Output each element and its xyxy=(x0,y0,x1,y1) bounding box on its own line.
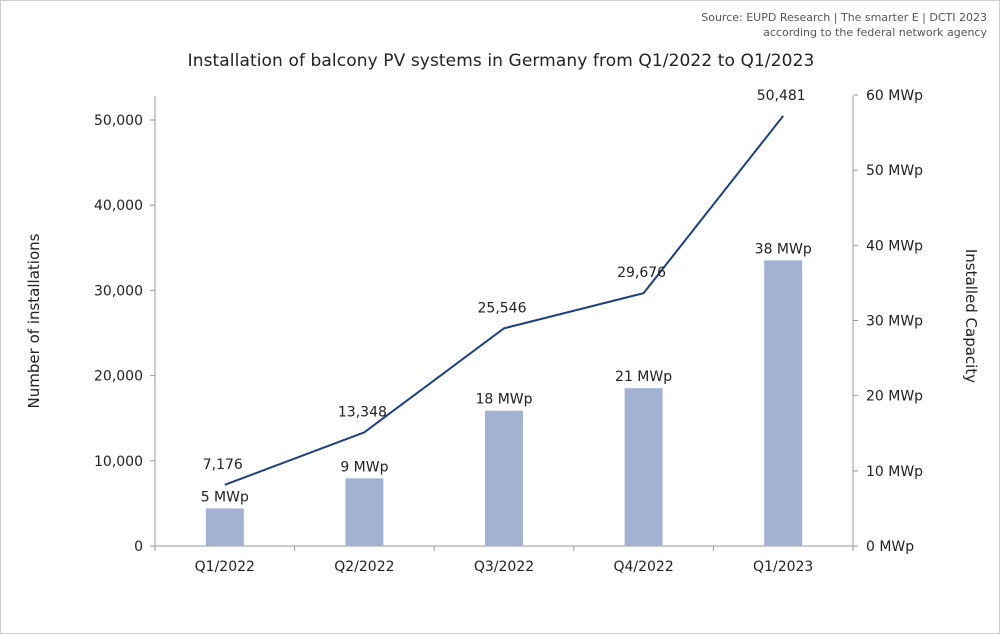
left-tick-label: 10,000 xyxy=(94,454,143,470)
bar xyxy=(345,478,384,546)
line-value-label: 50,481 xyxy=(757,88,806,104)
y-axis-right-title: Installed Capacity xyxy=(962,249,980,383)
left-tick-label: 30,000 xyxy=(94,283,143,299)
source-note: Source: EUPD Research | The smarter E | … xyxy=(701,10,987,40)
source-line-1: Source: EUPD Research | The smarter E | … xyxy=(701,11,987,24)
x-tick-label: Q4/2022 xyxy=(613,559,673,575)
right-tick-label: 0 MWp xyxy=(866,539,914,555)
x-tick-label: Q1/2022 xyxy=(195,559,255,575)
source-line-2: according to the federal network agency xyxy=(763,26,987,39)
line-series-installations xyxy=(224,115,784,486)
line-value-label: 7,176 xyxy=(203,457,243,473)
line-value-label: 13,348 xyxy=(338,404,387,420)
left-tick-label: 50,000 xyxy=(94,113,143,129)
y-axis-left-title: Number of installations xyxy=(25,233,43,408)
x-tick-label: Q1/2023 xyxy=(753,559,813,575)
bar-value-label: 5 MWp xyxy=(201,489,249,505)
right-tick-label: 50 MWp xyxy=(866,163,923,179)
bar xyxy=(485,410,523,546)
left-tick-label: 0 xyxy=(134,539,143,555)
bar xyxy=(624,388,663,546)
x-tick-label: Q2/2022 xyxy=(334,559,394,575)
x-tick-label: Q3/2022 xyxy=(474,559,534,575)
bar-value-label: 18 MWp xyxy=(475,392,532,408)
line-value-label: 29,676 xyxy=(617,265,666,281)
left-tick-label: 20,000 xyxy=(94,369,143,385)
left-tick-label: 40,000 xyxy=(94,198,143,214)
bar-value-label: 38 MWp xyxy=(755,241,812,257)
right-tick-label: 60 MWp xyxy=(866,88,923,104)
chart-title: Installation of balcony PV systems in Ge… xyxy=(187,51,815,71)
right-tick-label: 20 MWp xyxy=(866,389,923,405)
bar xyxy=(764,260,803,546)
right-tick-label: 40 MWp xyxy=(866,238,923,254)
bar-value-label: 9 MWp xyxy=(340,459,388,475)
bar xyxy=(205,508,244,546)
line-value-label: 25,546 xyxy=(478,300,527,316)
right-tick-label: 30 MWp xyxy=(866,314,923,330)
bar-value-label: 21 MWp xyxy=(615,369,672,385)
right-tick-label: 10 MWp xyxy=(866,464,923,480)
